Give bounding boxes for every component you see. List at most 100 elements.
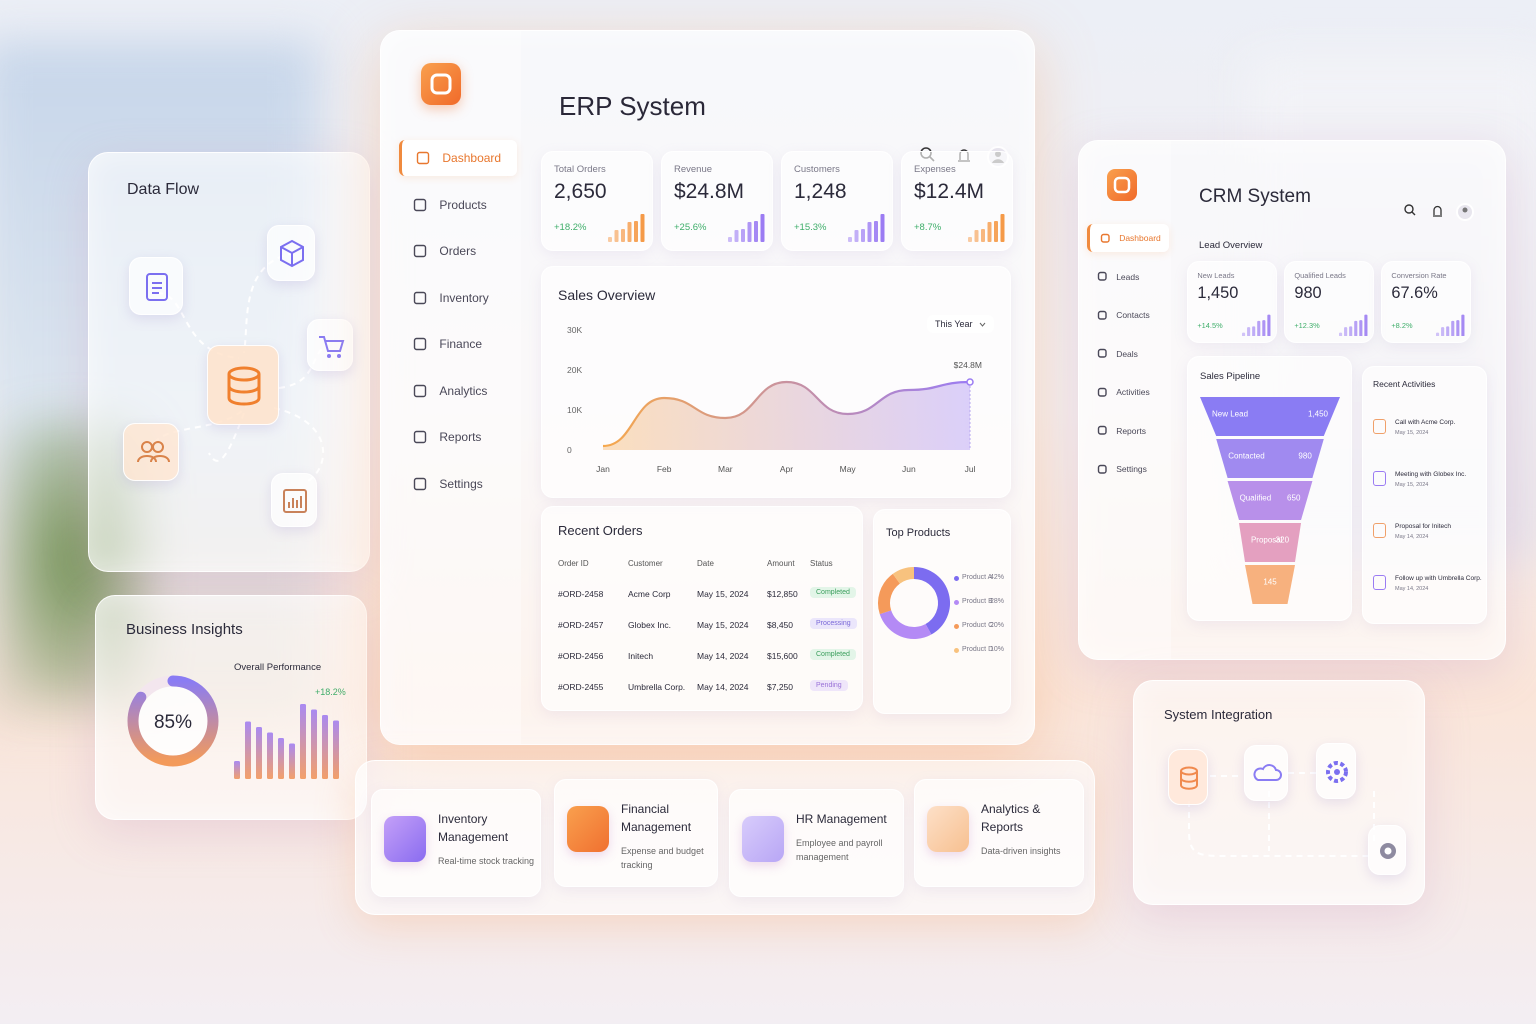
- period-dropdown[interactable]: This Year: [927, 315, 994, 333]
- point-marker: [966, 378, 974, 386]
- kpi-card: Customers 1,248 +15.3%: [781, 151, 893, 251]
- mini-bar: [256, 727, 262, 779]
- table-cell: $15,600: [767, 651, 798, 661]
- legend-label: Product B: [962, 598, 993, 605]
- nav-label: Reports: [1116, 425, 1146, 436]
- kpi-label: Qualified Leads: [1294, 271, 1346, 281]
- nav-label: Orders: [439, 244, 477, 258]
- sparkline-bar: [1461, 314, 1465, 337]
- donut-segment: [892, 567, 915, 584]
- module-text: Inventory Management Real-time stock trac…: [438, 810, 536, 868]
- nav-item[interactable]: Reports: [1087, 417, 1169, 445]
- module-card[interactable]: Inventory Management Real-time stock trac…: [371, 789, 541, 897]
- nav-label: Settings: [439, 476, 483, 491]
- sparkline-svg: [1339, 314, 1368, 337]
- y-tick-label: 0: [567, 445, 572, 455]
- nav-icon-shape: [1097, 310, 1107, 320]
- legend-dot: [954, 600, 959, 605]
- sparkline-bar: [974, 230, 979, 242]
- donut-segment: [913, 567, 950, 635]
- sparkline-bar: [848, 237, 852, 242]
- window-title: CRM System: [1199, 186, 1311, 207]
- line-series: [602, 380, 971, 448]
- sparkline-bar: [880, 214, 885, 242]
- nav-label: Products: [439, 197, 487, 212]
- sparkline: [1339, 310, 1370, 342]
- module-title: Financial Management: [621, 802, 692, 834]
- funnel-label: Contacted: [1228, 452, 1264, 461]
- section-title: Recent Activities: [1373, 379, 1436, 389]
- sales-pipeline-card: Sales Pipeline New Lead 1,450 Contacted 980 Q…: [1187, 356, 1352, 621]
- sparkline-bar: [994, 221, 998, 242]
- sparkline-bar: [1451, 320, 1455, 337]
- funnel-label: New Lead: [1212, 410, 1248, 419]
- sparkline: [1436, 310, 1467, 342]
- sparkline-bar: [1344, 326, 1348, 337]
- activity-date: May 14, 2024: [1395, 534, 1429, 540]
- sales-overview-card: Sales Overview This Year 0 10K 20K 30K Jan Feb M…: [541, 266, 1011, 498]
- kpi-card: New Leads 1,450 +14.5%: [1187, 261, 1277, 343]
- sparkline-bar: [627, 222, 632, 242]
- section-title: Top Products: [886, 527, 951, 539]
- mini-bar: [245, 721, 251, 779]
- sparkline-svg: [1242, 314, 1271, 337]
- sparkline-bar: [640, 214, 645, 242]
- flow-connectors: [153, 252, 330, 484]
- column-header: Amount: [767, 559, 795, 568]
- sparkline-bar: [861, 229, 865, 242]
- nav-item[interactable]: Activities: [1087, 378, 1169, 406]
- nav-item[interactable]: Contacts: [1087, 301, 1169, 329]
- nav-item[interactable]: Products: [399, 187, 517, 223]
- module-card[interactable]: HR Management Employee and payroll manage…: [729, 789, 904, 897]
- value-label: 42%: [989, 574, 1004, 581]
- table-cell: Acme Corp: [628, 589, 671, 599]
- module-card[interactable]: Analytics & Reports Data-driven insights: [914, 779, 1084, 887]
- nav-icon-shape: [414, 384, 427, 397]
- nav-icon: [414, 337, 427, 351]
- nav-item[interactable]: Finance: [399, 326, 517, 362]
- nav-item[interactable]: Analytics: [399, 373, 517, 409]
- document-icon: [129, 257, 183, 315]
- nav-item[interactable]: Deals: [1087, 340, 1169, 368]
- module-card[interactable]: Financial Management Expense and budget t…: [554, 779, 718, 887]
- table-cell: May 15, 2024: [697, 620, 749, 630]
- module-icon: [567, 806, 609, 852]
- kpi-value: $24.8M: [674, 180, 745, 203]
- nav-item[interactable]: Settings: [399, 466, 517, 502]
- nav-item[interactable]: Dashboard: [399, 140, 517, 176]
- module-icon: [927, 806, 969, 852]
- nav-label: Leads: [1116, 271, 1140, 282]
- gauge-caption: Overall Performance: [234, 662, 322, 673]
- nav-item[interactable]: Reports: [399, 419, 517, 455]
- nav-icon: [1100, 233, 1110, 243]
- nav-icon-shape: [414, 291, 427, 304]
- sparkline: [728, 208, 768, 247]
- nav-item[interactable]: Dashboard: [1087, 224, 1169, 252]
- nav-item[interactable]: Settings: [1087, 455, 1169, 483]
- sparkline-bar: [1267, 314, 1271, 337]
- funnel-label: Qualified: [1240, 494, 1272, 503]
- sparkline-svg: [728, 214, 765, 242]
- sparkline-bar: [1242, 332, 1246, 337]
- nav-item[interactable]: Orders: [399, 233, 517, 269]
- sparkline-bar: [741, 229, 745, 242]
- nav-item[interactable]: Leads: [1087, 263, 1169, 291]
- nav-icon-shape: [417, 151, 430, 165]
- mini-bar: [267, 732, 273, 779]
- nav-icon: [1097, 387, 1107, 397]
- sparkline-bar: [1252, 326, 1256, 337]
- table-cell: May 15, 2024: [697, 589, 749, 599]
- legend-dot: [954, 576, 959, 581]
- sparkline-bar: [981, 229, 985, 242]
- sparkline-bar: [1364, 314, 1368, 337]
- nav-icon-shape: [414, 244, 427, 258]
- erp-sidebar: Dashboard Products Orders Inventory Finance A…: [381, 31, 521, 744]
- nav-icon: [417, 151, 430, 165]
- dashed-line: [153, 252, 330, 484]
- sparkline-bar: [1262, 319, 1266, 337]
- nav-item[interactable]: Inventory: [399, 280, 517, 316]
- status-badge: Completed: [810, 587, 856, 598]
- nav-icon: [414, 430, 427, 444]
- nav-icon: [1097, 426, 1107, 435]
